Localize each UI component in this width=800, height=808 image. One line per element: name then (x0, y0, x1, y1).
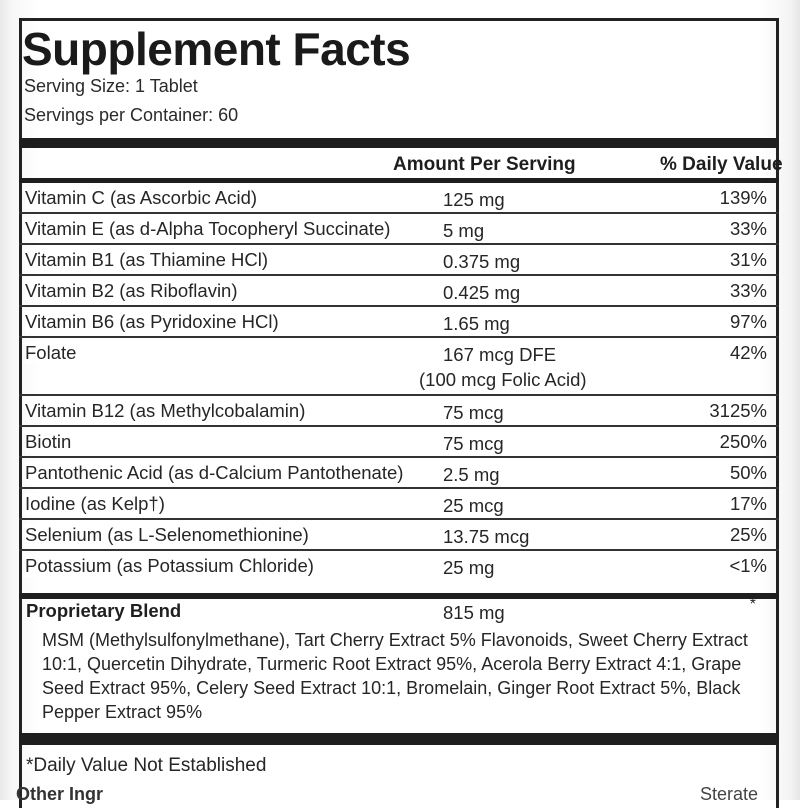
nutrient-row: Vitamin B12 (as Methylcobalamin) 75 mcg 31… (19, 396, 779, 427)
row-divider (19, 336, 779, 338)
row-divider (19, 518, 779, 520)
row-divider (19, 305, 779, 307)
thick-divider-bottom (19, 733, 779, 745)
proprietary-blend-amount: 815 mg (443, 602, 505, 623)
nutrient-name: Iodine (as Kelp†) (25, 493, 169, 515)
nutrient-name: Potassium (as Potassium Chloride) (25, 555, 318, 577)
daily-value-footnote: *Daily Value Not Established (26, 755, 267, 776)
nutrient-amount: 25 mcg (443, 495, 504, 516)
nutrient-daily-value: 139% (719, 187, 767, 208)
nutrient-row: Pantothenic Acid (as d-Calcium Pantothen… (19, 458, 779, 489)
nutrient-name: Pantothenic Acid (as d-Calcium Pantothen… (25, 462, 408, 484)
nutrient-row: Vitamin B6 (as Pyridoxine HCl) 1.65 mg 97% (19, 307, 779, 338)
proprietary-blend-dv: * (749, 596, 756, 613)
daily-value-header: % Daily Value (660, 154, 783, 175)
thick-divider-top (19, 138, 779, 148)
nutrient-name: Vitamin B6 (as Pyridoxine HCl) (25, 311, 283, 333)
row-divider (19, 456, 779, 458)
servings-per-container: Servings per Container: 60 (24, 105, 239, 125)
nutrient-daily-value: 33% (729, 218, 767, 239)
nutrient-daily-value: 31% (729, 249, 767, 270)
nutrient-amount: 125 mg (443, 189, 505, 210)
nutrient-daily-value: 33% (729, 280, 767, 301)
serving-size: Serving Size: 1 Tablet (24, 76, 198, 96)
row-divider (19, 212, 779, 214)
nutrient-name: Selenium (as L-Selenomethionine) (25, 524, 313, 546)
nutrient-daily-value: 250% (719, 431, 767, 452)
row-divider (19, 549, 779, 551)
nutrient-daily-value: 25% (729, 524, 767, 545)
nutrient-row: Biotin 75 mcg 250% (19, 427, 779, 458)
row-divider (19, 274, 779, 276)
nutrient-amount: 0.375 mg (443, 251, 521, 272)
other-ingredients-cut-right: Sterate (700, 784, 759, 804)
supplement-facts-panel (19, 18, 779, 808)
nutrient-daily-value: 97% (729, 311, 767, 332)
nutrient-row: Vitamin B1 (as Thiamine HCl) 0.375 mg 31% (19, 245, 779, 276)
nutrient-amount: 0.425 mg (443, 282, 521, 303)
nutrient-daily-value: 17% (729, 493, 767, 514)
nutrient-amount: 75 mcg (443, 433, 504, 454)
nutrient-row: Vitamin B2 (as Riboflavin) 0.425 mg 33% (19, 276, 779, 307)
nutrient-amount: 2.5 mg (443, 464, 500, 485)
row-divider (19, 243, 779, 245)
header-divider (19, 178, 779, 183)
nutrient-row: Selenium (as L-Selenomethionine) 13.75 mc… (19, 520, 779, 551)
nutrient-name: Vitamin B1 (as Thiamine HCl) (25, 249, 272, 271)
row-divider (19, 394, 779, 396)
nutrient-daily-value: 42% (729, 342, 767, 363)
other-ingredients-cut: Other Ingr (16, 784, 104, 804)
nutrient-amount: 75 mcg (443, 402, 504, 423)
nutrient-daily-value: 50% (729, 462, 767, 483)
row-divider (19, 487, 779, 489)
nutrient-amount: 1.65 mg (443, 313, 510, 334)
nutrient-daily-value: 3125% (709, 400, 767, 421)
nutrient-name: Vitamin B2 (as Riboflavin) (25, 280, 242, 302)
proprietary-blend-name: Proprietary Blend (26, 600, 182, 621)
nutrient-row: Vitamin E (as d-Alpha Tocopheryl Succina… (19, 214, 779, 245)
nutrient-name: Folate (25, 342, 81, 364)
nutrient-name: Vitamin B12 (as Methylcobalamin) (25, 400, 310, 422)
nutrient-name: Vitamin C (as Ascorbic Acid) (25, 187, 262, 209)
nutrient-amount: 13.75 mcg (443, 526, 530, 547)
proprietary-blend-ingredients: MSM (Methylsulfonylmethane), Tart Cherry… (42, 630, 748, 722)
nutrient-name: Biotin (25, 431, 76, 453)
blend-divider (19, 593, 779, 599)
row-divider (19, 425, 779, 427)
nutrient-row: Potassium (as Potassium Chloride) 25 mg <1… (19, 551, 779, 582)
nutrient-name: Vitamin E (as d-Alpha Tocopheryl Succina… (25, 218, 395, 240)
nutrient-amount-note: (100 mcg Folic Acid) (419, 369, 587, 390)
panel-title: Supplement Facts (22, 23, 411, 75)
nutrient-amount: 167 mcg DFE (443, 344, 557, 365)
nutrient-amount: 5 mg (443, 220, 485, 241)
nutrient-row: Folate 167 mcg DFE (100 mcg Folic Acid) 42% (19, 338, 779, 396)
nutrient-amount: 25 mg (443, 557, 495, 578)
nutrient-daily-value: <1% (729, 555, 767, 576)
amount-per-serving-header: Amount Per Serving (393, 154, 576, 175)
nutrient-row: Iodine (as Kelp†) 25 mcg 17% (19, 489, 779, 520)
nutrient-row: Vitamin C (as Ascorbic Acid) 125 mg 139% (19, 183, 779, 214)
